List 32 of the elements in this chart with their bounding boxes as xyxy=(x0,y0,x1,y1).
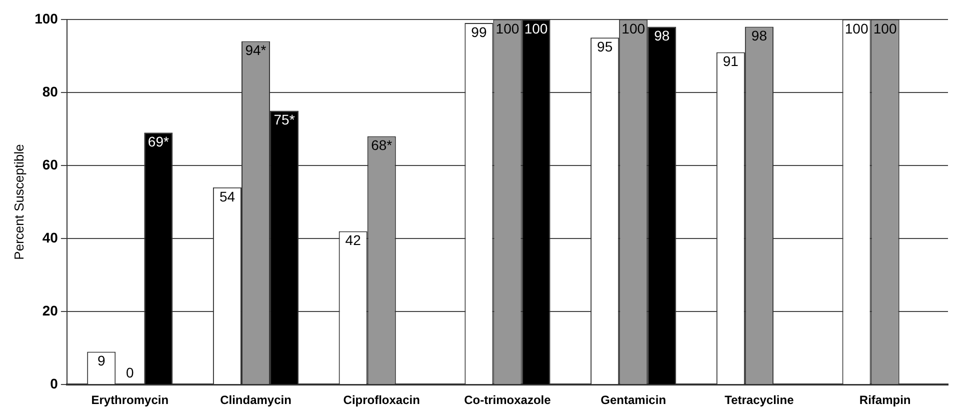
x-tick-label: Ciprofloxacin xyxy=(343,393,420,408)
data-label: 100 xyxy=(524,20,548,36)
y-tick-label: 0 xyxy=(50,375,58,392)
data-label: 75* xyxy=(274,112,296,128)
data-label: 100 xyxy=(622,20,646,36)
data-label: 69* xyxy=(148,133,170,150)
data-label: 98 xyxy=(751,28,768,44)
x-tick-label: Clindamycin xyxy=(220,393,292,408)
data-label: 42 xyxy=(345,232,362,248)
x-tick-label: Co-trimoxazole xyxy=(464,393,552,408)
y-tick-label: 20 xyxy=(42,302,58,318)
data-label: 100 xyxy=(496,20,520,36)
x-tick-label: Tetracycline xyxy=(724,393,794,408)
data-label: 100 xyxy=(873,20,897,36)
data-label: 95 xyxy=(597,38,613,55)
data-label: 98 xyxy=(654,28,670,44)
x-tick-label: Gentamicin xyxy=(600,393,666,408)
data-label: 100 xyxy=(844,20,868,36)
data-label: 0 xyxy=(126,364,134,380)
data-label: 54 xyxy=(219,188,236,204)
data-label: 9 xyxy=(97,352,106,369)
x-tick-label: Rifampin xyxy=(859,393,911,408)
data-label: 91 xyxy=(722,53,739,70)
y-tick-label: 40 xyxy=(42,229,58,246)
data-label: 94* xyxy=(245,42,267,58)
y-axis-title: Percent Susceptible xyxy=(11,144,26,260)
data-label: 99 xyxy=(471,24,487,40)
y-tick-label: 80 xyxy=(42,83,58,100)
y-tick-label: 100 xyxy=(34,10,58,26)
y-tick-label: 60 xyxy=(42,156,58,172)
data-label: 68* xyxy=(371,137,393,154)
x-tick-label: Erythromycin xyxy=(91,393,169,408)
